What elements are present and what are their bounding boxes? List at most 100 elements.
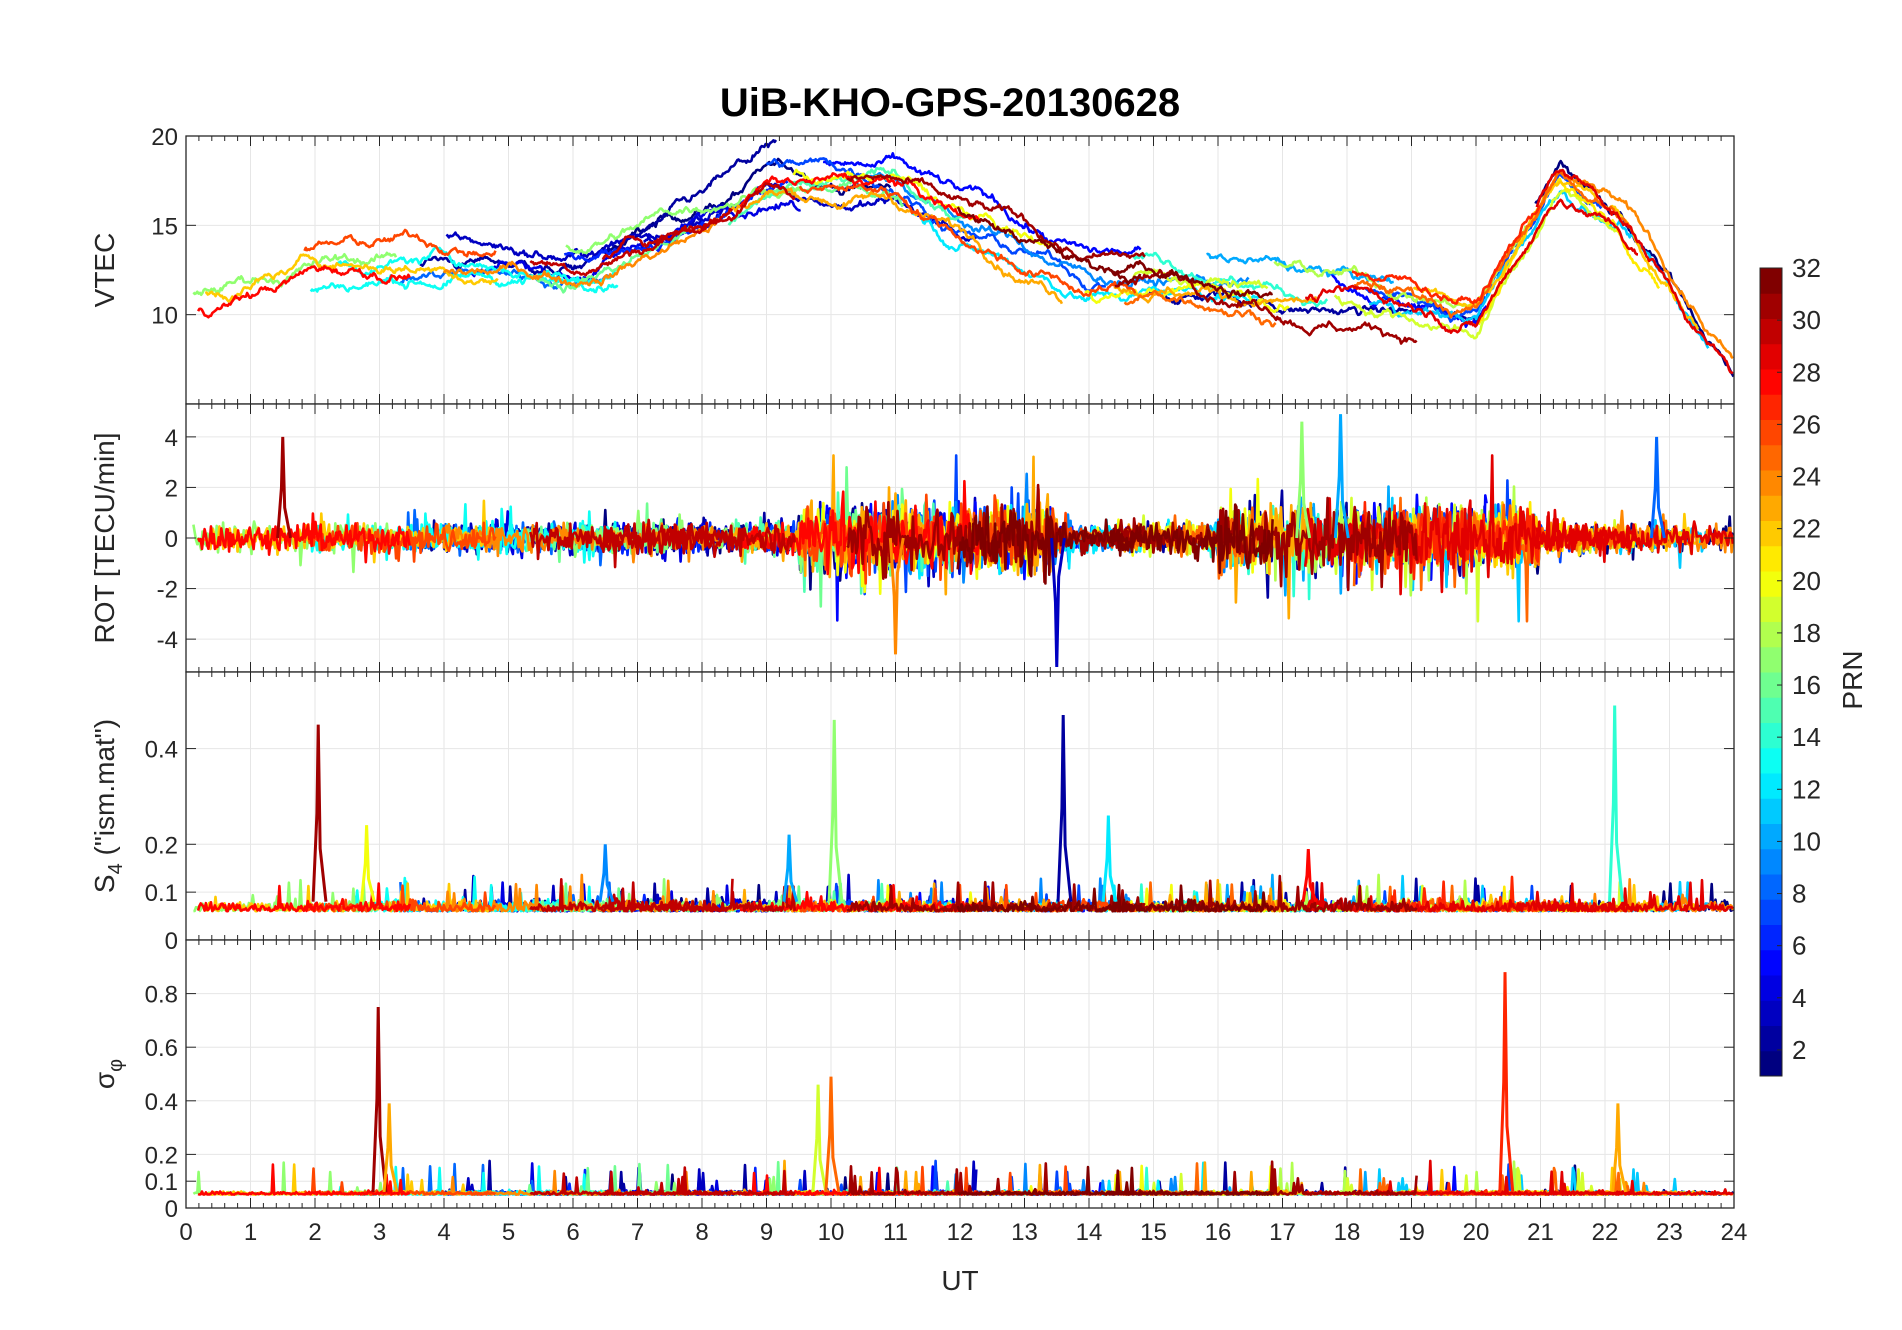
colorbar-swatch <box>1760 470 1782 496</box>
colorbar-tick-label: 4 <box>1792 983 1806 1013</box>
x-tick-label: 7 <box>631 1219 644 1246</box>
colorbar-swatch <box>1760 621 1782 648</box>
colorbar-swatch <box>1760 596 1782 622</box>
series-line-prn-26 <box>798 183 1137 298</box>
y-tick-label: 0.2 <box>145 832 178 859</box>
y-tick-label: -4 <box>157 627 178 654</box>
colorbar-tick-label: 26 <box>1792 409 1821 439</box>
series-line-prn-29 <box>1535 508 1734 557</box>
spike-mark <box>371 1006 388 1193</box>
colorbar-swatch <box>1760 318 1782 345</box>
colorbar-tick-label: 20 <box>1792 566 1821 596</box>
x-axis-label: UT <box>941 1265 978 1296</box>
series-line-prn-31 <box>846 174 1146 262</box>
y-axis-label: S4 ("ism.mat") <box>89 719 127 893</box>
series-line-prn-29 <box>1305 198 1638 335</box>
series-line-prn-17 <box>192 251 398 297</box>
spike-mark <box>827 719 844 902</box>
x-tick-label: 24 <box>1721 1219 1748 1246</box>
x-tick-label: 3 <box>373 1219 386 1246</box>
spike-mark <box>811 1084 828 1193</box>
spike-mark <box>824 1076 841 1193</box>
spike-mark <box>1301 848 1318 903</box>
colorbar-swatch <box>1760 293 1782 319</box>
spike-mark <box>311 724 328 902</box>
series-line-prn-13 <box>309 269 619 294</box>
spike-mark <box>359 825 376 903</box>
series-line-prn-29 <box>1535 168 1734 375</box>
y-tick-label: 20 <box>151 124 178 151</box>
series-line-prn-28 <box>197 1163 411 1196</box>
spike-mark <box>1295 421 1312 539</box>
spike-mark <box>1611 1103 1628 1193</box>
y-axis-label: ROT [TECU/min] <box>89 432 120 643</box>
colorbar-tick-label: 10 <box>1792 826 1821 856</box>
colorbar-swatch <box>1760 949 1782 976</box>
spike-mark <box>1608 705 1624 902</box>
colorbar-swatch <box>1760 722 1782 749</box>
series-line-prn-30 <box>529 877 796 913</box>
x-tick-label: 14 <box>1076 1219 1103 1246</box>
series-line-prn-32 <box>956 206 1142 286</box>
spike-mark <box>1498 972 1515 1193</box>
x-tick-label: 17 <box>1269 1219 1296 1246</box>
series-line-prn-32 <box>957 1165 1143 1196</box>
x-tick-label: 4 <box>437 1219 450 1246</box>
series-line-prn-29 <box>1536 1179 1734 1196</box>
colorbar-swatch <box>1760 672 1782 698</box>
x-tick-label: 23 <box>1656 1219 1683 1246</box>
series-line-prn-19 <box>1333 188 1622 340</box>
series-group <box>193 705 1734 913</box>
colorbar-swatch <box>1760 823 1782 850</box>
colorbar-swatch <box>1760 975 1782 1001</box>
x-tick-label: 2 <box>308 1219 321 1246</box>
colorbar-swatch <box>1760 773 1782 799</box>
y-tick-label: 0.4 <box>145 1089 178 1116</box>
colorbar-swatch <box>1760 419 1782 446</box>
series-line-prn-28 <box>196 882 411 913</box>
x-tick-label: 12 <box>947 1219 974 1246</box>
colorbar-tick-label: 12 <box>1792 774 1821 804</box>
colorbar-swatch <box>1760 747 1782 774</box>
series-line-prn-8 <box>399 266 611 290</box>
series-line-prn-26 <box>303 228 497 258</box>
series-line-prn-32 <box>956 883 1143 913</box>
panel-s4: 0 0.1 0.2 0.4 S4 ("ism.mat") <box>89 671 1735 955</box>
spike-mark <box>1101 815 1118 903</box>
colorbar-swatch <box>1760 545 1782 572</box>
y-tick-label: 0.6 <box>145 1035 178 1062</box>
x-tick-label: 21 <box>1527 1219 1554 1246</box>
colorbar-tick-label: 32 <box>1792 253 1821 283</box>
colorbar-swatch <box>1760 924 1782 951</box>
series-line-prn-32 <box>1109 884 1274 913</box>
spike-mark <box>276 436 292 539</box>
colorbar-swatch <box>1760 899 1782 925</box>
series-line-prn-4 <box>468 199 801 282</box>
y-tick-label: 0.4 <box>145 737 178 764</box>
colorbar-label: PRN <box>1837 650 1868 709</box>
x-tick-label: 19 <box>1398 1219 1425 1246</box>
colorbar-swatch <box>1760 1000 1782 1026</box>
spike-mark <box>1056 715 1073 902</box>
x-tick-label: 0 <box>179 1219 192 1246</box>
colorbar-tick-label: 6 <box>1792 931 1806 961</box>
series-line-prn-30 <box>601 207 734 260</box>
x-tick-label: 8 <box>695 1219 708 1246</box>
colorbar-tick-label: 14 <box>1792 722 1821 752</box>
colorbar-swatch <box>1760 495 1782 521</box>
series-line-prn-30 <box>529 521 796 561</box>
colorbar-tick-label: 24 <box>1792 462 1821 492</box>
spike-mark <box>1649 436 1666 539</box>
series-line-prn-32 <box>956 505 1143 585</box>
x-tick-label: 15 <box>1140 1219 1167 1246</box>
y-tick-label: 0.1 <box>145 880 178 907</box>
colorbar-swatch <box>1760 798 1782 824</box>
series-line-prn-27 <box>1351 205 1542 305</box>
series-line-prn-10 <box>1206 252 1394 285</box>
x-tick-label: 16 <box>1205 1219 1232 1246</box>
colorbar-tick-label: 18 <box>1792 618 1821 648</box>
x-tick-label: 10 <box>818 1219 845 1246</box>
series-line-prn-21 <box>1477 177 1661 326</box>
colorbar-swatch <box>1760 571 1782 597</box>
